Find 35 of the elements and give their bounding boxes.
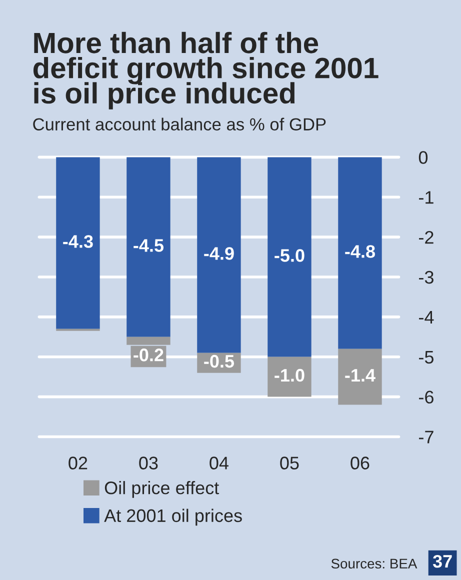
bar <box>268 356 312 397</box>
x-tick-label: 05 <box>280 456 299 470</box>
y-tick-label: 0 <box>418 151 428 164</box>
data-label: -0.5 <box>204 354 234 368</box>
legend-label: At 2001 oil prices <box>104 508 242 526</box>
y-tick-label: -2 <box>419 230 434 244</box>
chart-title: More than half of the deficit growth since 2001 is oil price induced <box>33 32 378 110</box>
bar <box>268 157 312 357</box>
y-tick-label: -3 <box>419 270 434 284</box>
y-tick-label: -5 <box>419 350 434 364</box>
x-tick-label: 03 <box>139 456 158 470</box>
source-note: Sources: BEA <box>331 558 418 569</box>
text: 37 <box>432 554 452 568</box>
y-tick-label: -1 <box>419 191 434 204</box>
y-tick-label: -6 <box>419 390 434 404</box>
legend-label: Oil price effect <box>104 481 220 498</box>
data-label: -4.9 <box>204 247 234 260</box>
data-label: -4.3 <box>63 235 93 248</box>
bar <box>197 157 241 353</box>
bar <box>338 157 382 349</box>
x-tick-label: 04 <box>210 456 228 470</box>
data-label: -0.2 <box>134 348 164 362</box>
bar <box>338 348 382 405</box>
data-label: -1.4 <box>345 369 376 382</box>
data-label: -4.5 <box>134 239 164 252</box>
y-tick-label: -7 <box>419 430 434 444</box>
x-tick-label: 06 <box>350 456 370 470</box>
y-tick-label: -4 <box>419 311 434 324</box>
data-label: -4.8 <box>345 245 375 258</box>
chart-subtitle: Current account balance as % of GDP <box>33 118 326 130</box>
bar <box>56 157 100 329</box>
x-tick-label: 02 <box>68 456 88 470</box>
data-label: -1.0 <box>274 368 304 382</box>
bar <box>126 157 170 337</box>
data-label: -5.0 <box>274 249 304 262</box>
